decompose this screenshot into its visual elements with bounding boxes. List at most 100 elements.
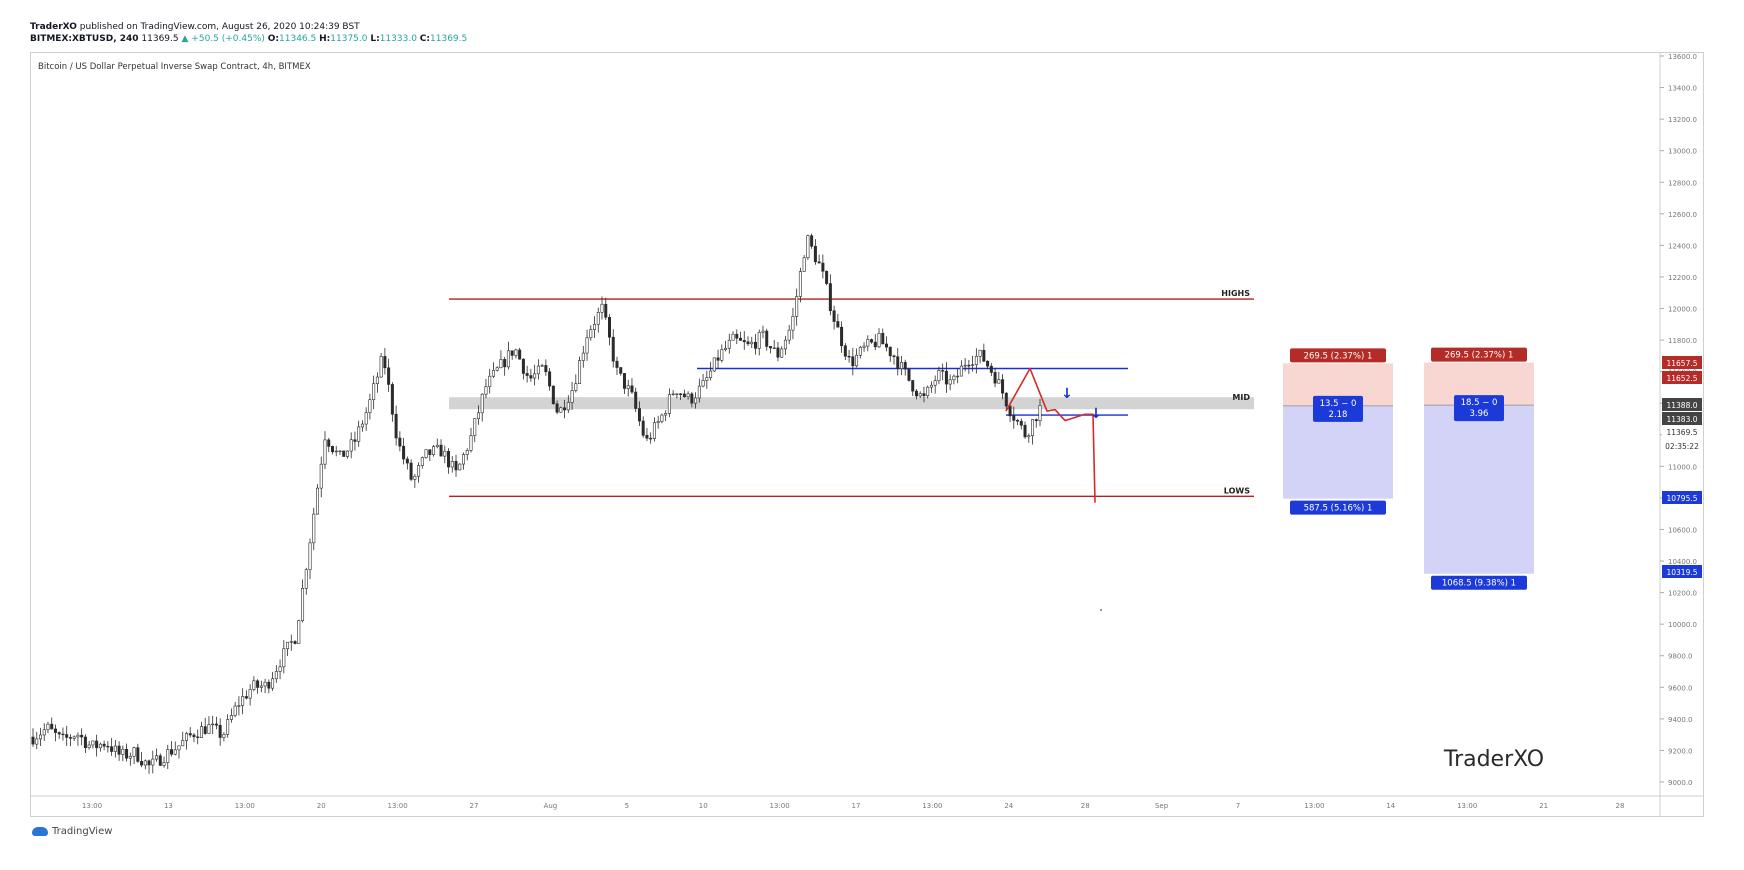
- tradingview-brand: TradingView: [52, 826, 113, 837]
- candle-body: [439, 444, 443, 457]
- candle-body: [334, 450, 338, 453]
- time-tick-label: 10: [699, 802, 708, 810]
- candle-body: [503, 359, 507, 368]
- candle-body: [656, 421, 660, 424]
- time-tick-label: 13:00: [1457, 802, 1477, 810]
- candle-body: [248, 689, 252, 699]
- candle-body: [634, 391, 638, 409]
- candle-body: [476, 412, 480, 419]
- candle-body: [540, 365, 544, 367]
- candle-body: [903, 362, 907, 370]
- candle-body: [862, 345, 866, 348]
- price-tick-label: 11800.0: [1668, 337, 1697, 345]
- candle-body: [559, 407, 563, 413]
- candle-body: [87, 744, 91, 749]
- candle-body: [664, 413, 668, 416]
- time-tick-label: 13: [164, 802, 173, 810]
- candle-body: [143, 760, 147, 766]
- price-scale-label-box: [1662, 425, 1702, 438]
- candle-body: [836, 321, 840, 328]
- close-value: 11369.5: [430, 34, 468, 44]
- stop-label-box: [1431, 347, 1527, 362]
- candle-body: [922, 393, 926, 397]
- candle-body: [832, 310, 836, 322]
- candle-body: [330, 446, 334, 453]
- candle-body: [293, 641, 297, 644]
- candle-body: [409, 462, 413, 480]
- stray-dot: [1099, 608, 1103, 612]
- target-label-box: [1431, 575, 1527, 590]
- candle-body: [375, 376, 379, 384]
- candle-body: [682, 393, 686, 398]
- candle-body: [873, 341, 877, 348]
- candle-body: [383, 356, 387, 369]
- level-label-mid: MID: [1232, 393, 1250, 402]
- time-tick-label: 7: [1236, 802, 1240, 810]
- candle-body: [709, 370, 713, 378]
- candle-body: [825, 270, 829, 284]
- candle-body: [757, 332, 761, 349]
- stop-label-box: [1290, 348, 1386, 363]
- candle-body: [810, 235, 814, 247]
- candle-body: [360, 423, 364, 428]
- candle-body: [971, 364, 975, 366]
- candle-body: [491, 370, 495, 377]
- high-label: H:: [319, 34, 331, 44]
- candle-body: [151, 758, 155, 766]
- price-tick-label: 9200.0: [1668, 747, 1693, 755]
- candle-body: [697, 385, 701, 399]
- candle-body: [739, 337, 743, 341]
- price-scale-label: 11652.5: [1666, 374, 1697, 383]
- candle-body: [533, 373, 537, 379]
- candle-body: [53, 728, 57, 733]
- candle-body: [372, 383, 376, 401]
- candle-body: [615, 360, 619, 368]
- price-tick-label: 13600.0: [1668, 53, 1697, 61]
- candle-body: [57, 732, 61, 735]
- candle-body: [31, 736, 35, 745]
- mid-band: [449, 397, 1254, 410]
- candle-body: [211, 723, 215, 726]
- candle-body: [941, 370, 945, 372]
- candle-body: [308, 542, 312, 571]
- price-scale-label-box: [1662, 565, 1702, 578]
- candle-body: [274, 671, 278, 680]
- candle-body: [462, 454, 466, 465]
- candle-body: [125, 748, 129, 759]
- candle-body: [480, 393, 484, 414]
- candle-body: [806, 235, 810, 259]
- risk-reward-line1: 13.5 − 0: [1320, 399, 1357, 409]
- candle-body: [394, 413, 398, 439]
- low-label: L:: [370, 34, 380, 44]
- candle-body: [259, 685, 263, 688]
- stop-label-text: 269.5 (2.37%) 1: [1304, 351, 1373, 361]
- candle-body: [110, 746, 114, 752]
- candle-body: [458, 463, 462, 471]
- candle-body: [1019, 420, 1023, 426]
- candle-body: [338, 450, 342, 453]
- candle-body: [772, 347, 776, 349]
- candle-body: [1023, 424, 1027, 438]
- price-scale-label-box: [1662, 371, 1702, 384]
- candle-body: [566, 402, 570, 411]
- candle-body: [963, 364, 967, 367]
- candle-body: [267, 681, 271, 689]
- candle-body: [357, 426, 361, 442]
- candle-body: [420, 457, 424, 466]
- candle-body: [611, 336, 615, 362]
- candle-body: [316, 487, 320, 515]
- candle-body: [705, 377, 709, 381]
- candle-body: [297, 620, 301, 644]
- candle-body: [649, 437, 653, 440]
- candle-body: [450, 461, 454, 468]
- symbol-interval: BITMEX:XBTUSD, 240: [30, 34, 139, 44]
- price-scale-label-box: [1662, 356, 1702, 369]
- candle-body: [364, 412, 368, 425]
- candle-body: [589, 329, 593, 339]
- target-label-text: 1068.5 (9.38%) 1: [1442, 579, 1516, 589]
- candle-body: [578, 360, 582, 384]
- candle-body: [286, 641, 290, 650]
- time-tick-label: Aug: [544, 802, 558, 810]
- time-tick-label: 13:00: [235, 802, 255, 810]
